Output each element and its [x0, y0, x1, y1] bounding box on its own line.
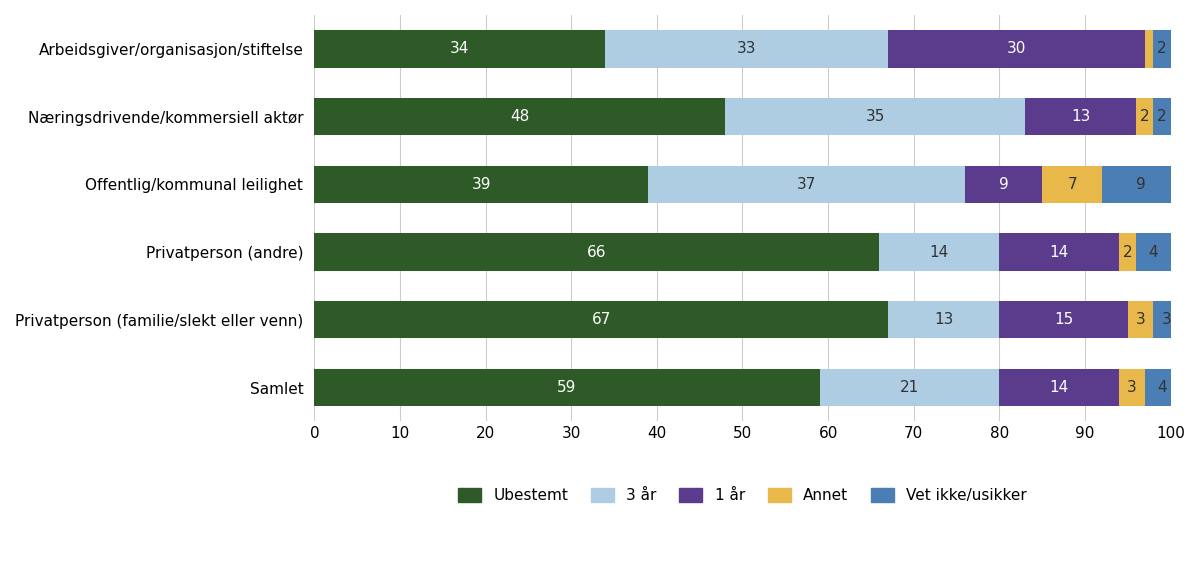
Text: 13: 13 [1070, 109, 1091, 124]
Text: 13: 13 [934, 312, 953, 327]
Bar [314, 30, 606, 68]
Text: 59: 59 [557, 380, 577, 395]
Text: 7: 7 [1067, 177, 1076, 192]
Bar [1153, 301, 1180, 339]
Bar [1153, 98, 1170, 135]
Bar [725, 98, 1025, 135]
Bar [314, 369, 820, 406]
Bar [1120, 369, 1145, 406]
Bar [1000, 233, 1120, 271]
Legend: Ubestemt, 3 år, 1 år, Annet, Vet ikke/usikker: Ubestemt, 3 år, 1 år, Annet, Vet ikke/us… [452, 482, 1033, 509]
Bar [314, 98, 725, 135]
Text: 3: 3 [1135, 312, 1146, 327]
Bar [314, 166, 648, 203]
Text: 3: 3 [1127, 380, 1136, 395]
Text: 21: 21 [900, 380, 919, 395]
Bar [1136, 98, 1153, 135]
Bar [1136, 233, 1170, 271]
Bar [1042, 166, 1102, 203]
Text: 39: 39 [472, 177, 491, 192]
Text: 9: 9 [998, 177, 1008, 192]
Text: 2: 2 [1157, 41, 1166, 56]
Text: 14: 14 [930, 245, 949, 260]
Text: 2: 2 [1123, 245, 1133, 260]
Bar [1025, 98, 1136, 135]
Text: 2: 2 [1157, 109, 1166, 124]
Bar [1145, 369, 1180, 406]
Bar [965, 166, 1042, 203]
Bar [314, 301, 888, 339]
Bar [1000, 369, 1120, 406]
Text: 3: 3 [1162, 312, 1171, 327]
Text: 66: 66 [587, 245, 607, 260]
Text: 37: 37 [797, 177, 816, 192]
Text: 30: 30 [1007, 41, 1026, 56]
Bar [648, 166, 965, 203]
Bar [1153, 30, 1170, 68]
Bar [1120, 233, 1136, 271]
Text: 4: 4 [1157, 380, 1166, 395]
Text: 67: 67 [592, 312, 611, 327]
Text: 4: 4 [1148, 245, 1158, 260]
Bar [820, 369, 1000, 406]
Bar [1000, 301, 1128, 339]
Bar [888, 301, 1000, 339]
Text: 14: 14 [1050, 245, 1069, 260]
Bar [1102, 166, 1180, 203]
Text: 48: 48 [510, 109, 529, 124]
Bar [1128, 301, 1153, 339]
Bar [1145, 30, 1153, 68]
Bar [880, 233, 1000, 271]
Text: 35: 35 [865, 109, 884, 124]
Text: 14: 14 [1050, 380, 1069, 395]
Text: 15: 15 [1054, 312, 1073, 327]
Bar [888, 30, 1145, 68]
Text: 34: 34 [450, 41, 469, 56]
Text: 2: 2 [1140, 109, 1150, 124]
Text: 9: 9 [1135, 177, 1146, 192]
Bar [314, 233, 880, 271]
Text: 33: 33 [737, 41, 756, 56]
Bar [606, 30, 888, 68]
